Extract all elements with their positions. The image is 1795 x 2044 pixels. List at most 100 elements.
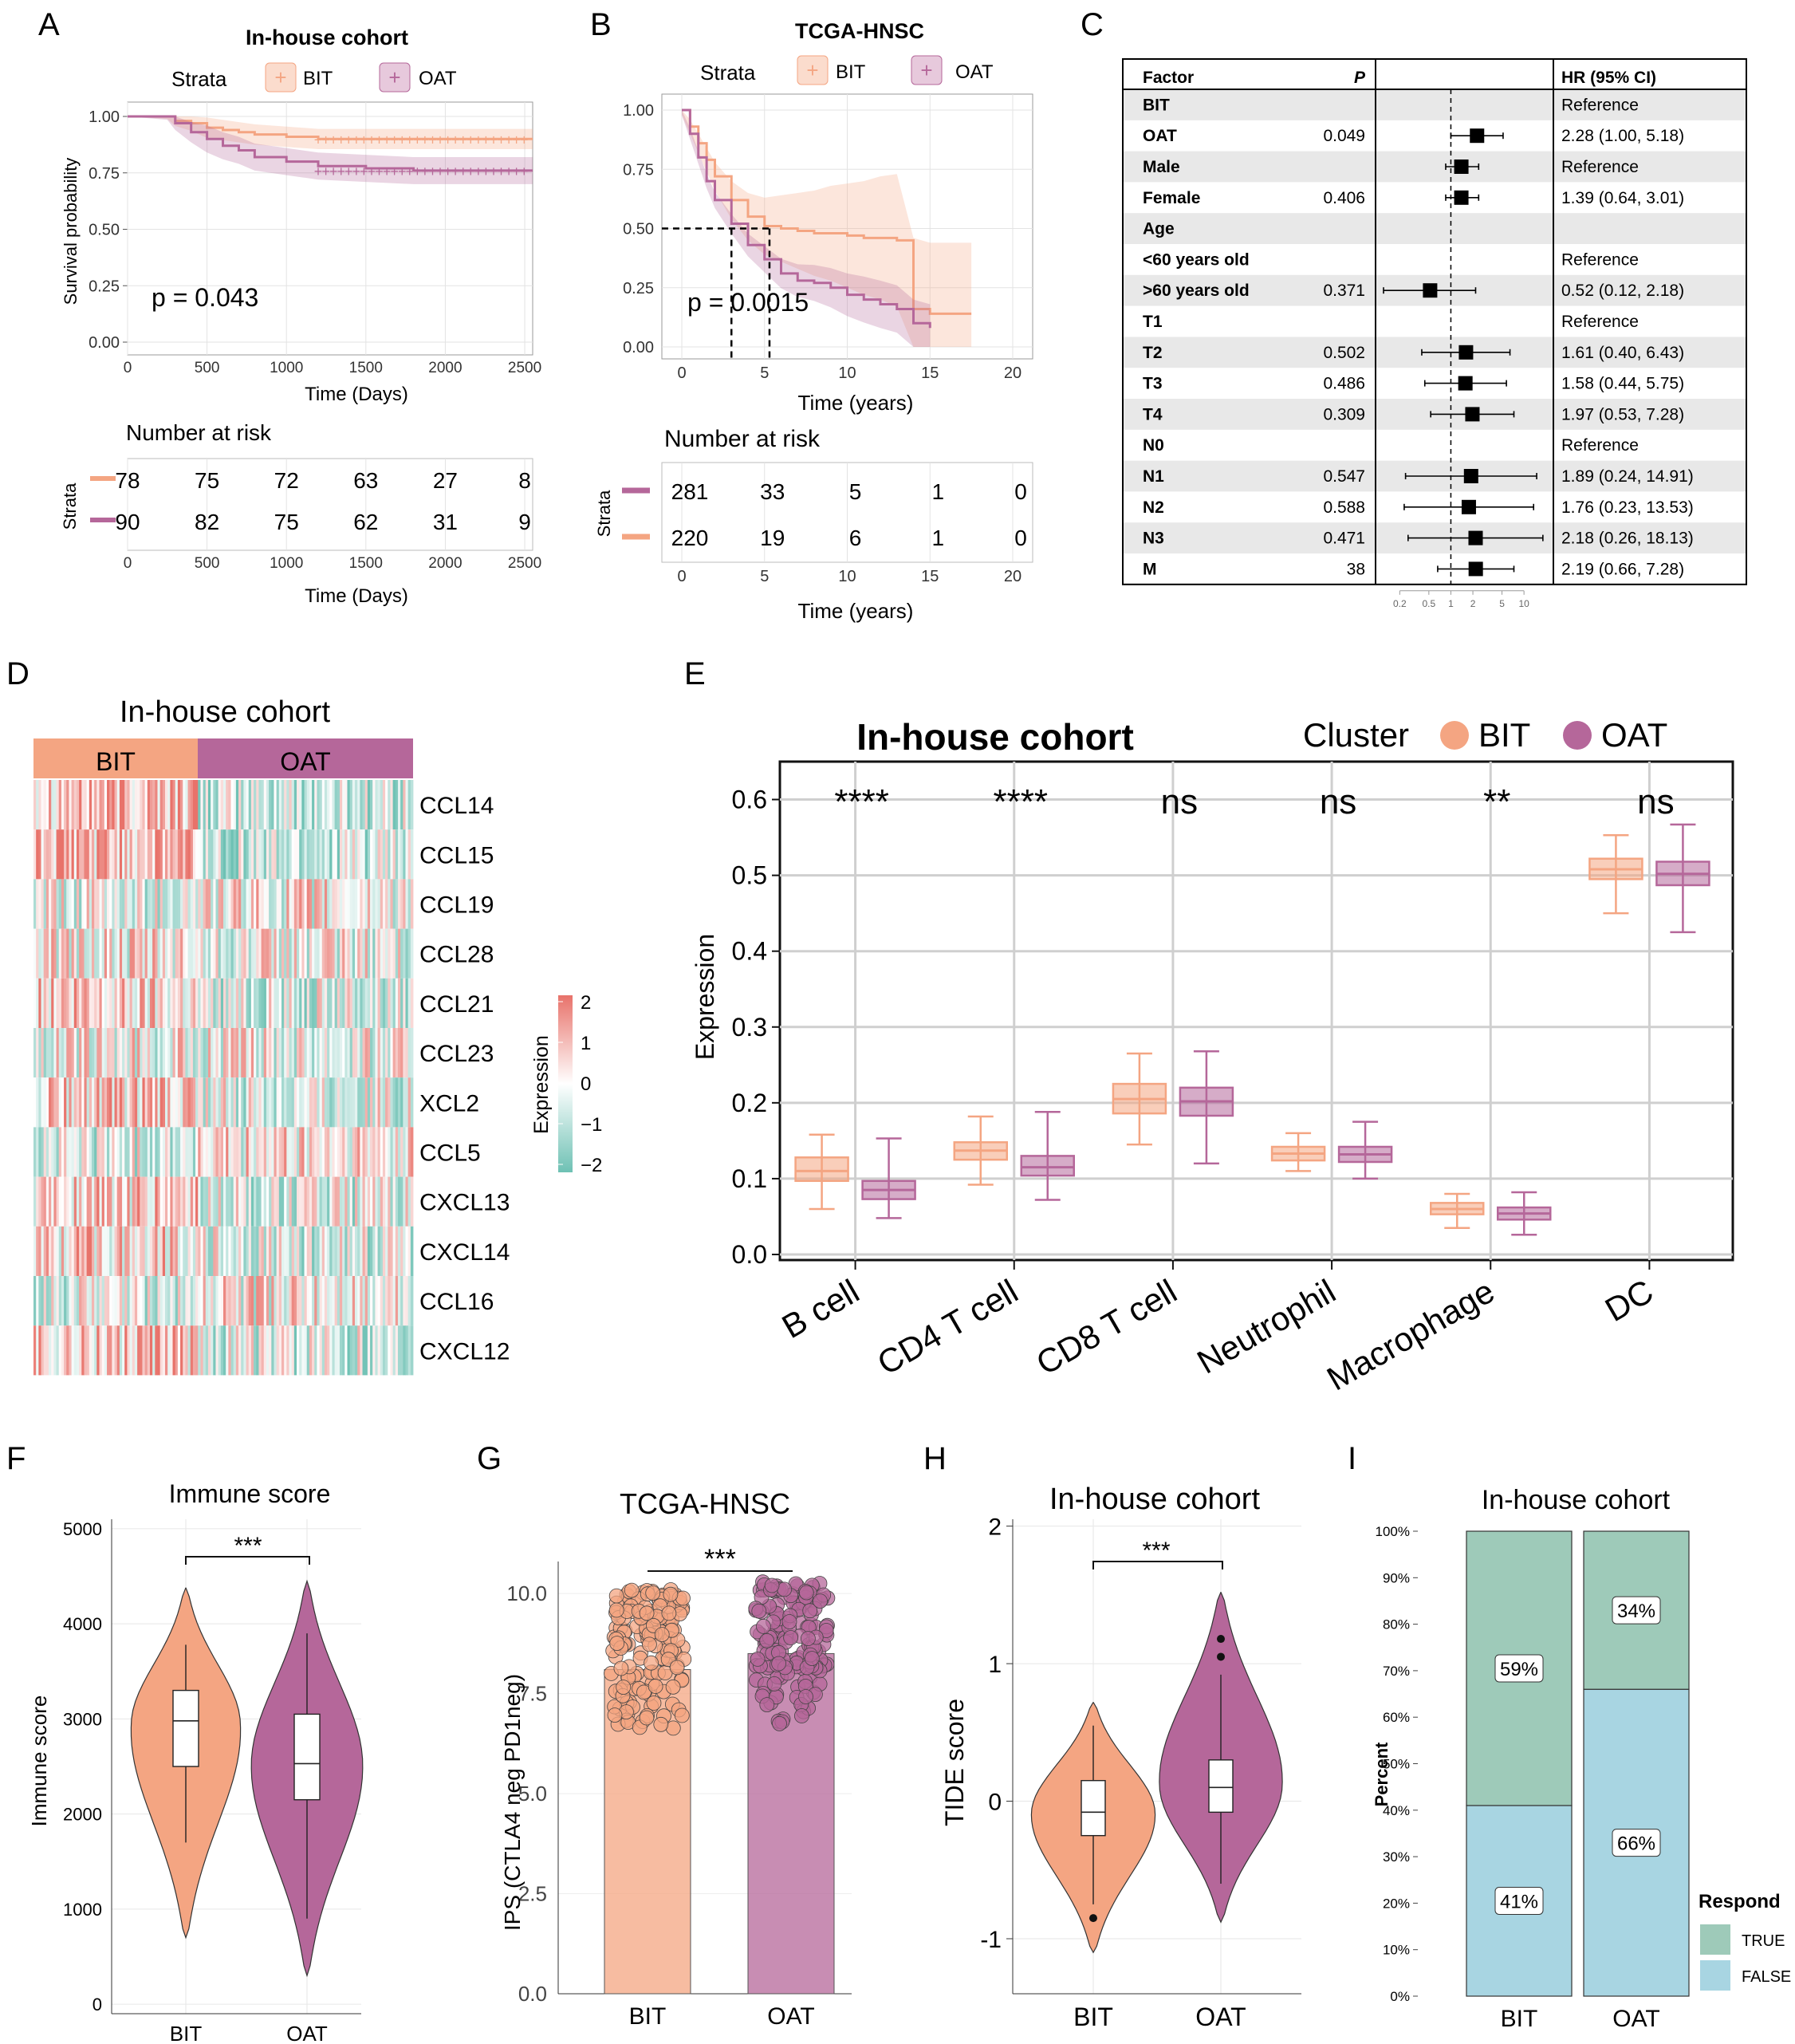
panel-d-heatmap-cell (124, 1028, 128, 1078)
panel-d-heatmap-cell (269, 978, 272, 1028)
panel-d-heatmap-cell (238, 1325, 242, 1376)
panel-a-risk-value: 82 (195, 510, 219, 534)
panel-e-xtick-label: B cell (776, 1272, 865, 1345)
panel-d-heatmap-cell (109, 1325, 112, 1376)
panel-d-heatmap-cell (301, 928, 305, 979)
panel-c-header-p: P (1354, 69, 1366, 87)
panel-d-heatmap-cell (157, 1077, 161, 1128)
panel-d-heatmap-cell (129, 1325, 133, 1376)
panel-d-heatmap-cell (250, 1226, 254, 1276)
panel-d-heatmap-cell (407, 829, 411, 880)
panel-d-heatmap-cell (256, 829, 259, 880)
panel-d-heatmap-cell (261, 1176, 265, 1227)
panel-d-heatmap-cell (122, 829, 125, 880)
panel-d-heatmap-cell (129, 780, 133, 830)
panel-d-heatmap-cell (96, 1127, 100, 1177)
panel-d-heatmap-cell (405, 1077, 409, 1128)
panel-d-row-label: CCL16 (419, 1289, 494, 1315)
panel-d-heatmap-cell (312, 928, 315, 979)
panel-d-heatmap-cell (127, 1276, 130, 1326)
panel-d-heatmap-cell (142, 879, 146, 929)
panel-d-heatmap-cell (390, 780, 394, 830)
panel-d-heatmap-cell (66, 1127, 69, 1177)
panel-d-heatmap-cell (324, 780, 328, 830)
panel-d-heatmap-cell (69, 978, 72, 1028)
panel-d-heatmap-cell (53, 1127, 57, 1177)
panel-i-ytick-label: 90% (1383, 1570, 1410, 1585)
panel-c-factor-label: >60 years old (1143, 282, 1250, 300)
panel-d-heatmap-cell (91, 780, 95, 830)
panel-a-legend-key-oat (379, 62, 411, 93)
panel-d: In-house cohort BIT OAT CCL14CCL15CCL19C… (33, 695, 602, 1376)
panel-b-xtick-label: 10 (838, 364, 856, 382)
panel-d-heatmap-cell (207, 1176, 211, 1227)
panel-d-heatmap-cell (162, 928, 166, 979)
panel-d-heatmap-cell (49, 1077, 52, 1128)
panel-d-heatmap-cell (334, 829, 338, 880)
panel-d-heatmap-cell (183, 879, 186, 929)
panel-d-heatmap-cell (58, 928, 62, 979)
panel-d-heatmap-cell (390, 1028, 394, 1078)
panel-d-heatmap-cell (246, 978, 250, 1028)
panel-a-ci-band-bit (128, 116, 533, 150)
panel-d-heatmap-cell (64, 829, 67, 880)
panel-d-heatmap-cell (380, 1028, 384, 1078)
panel-d-heatmap-cell (243, 1226, 246, 1276)
panel-d-heatmap-cell (314, 1276, 317, 1326)
panel-letter-c: C (1081, 7, 1104, 42)
panel-d-heatmap-row-ccl14 (33, 780, 414, 830)
panel-a-censor-mark: + (375, 132, 384, 148)
panel-g-ytick-label: 7.5 (518, 1682, 547, 1706)
panel-d-heatmap-cell (271, 1127, 274, 1177)
panel-f-significance: *** (234, 1533, 262, 1559)
panel-d-heatmap-cell (211, 1077, 214, 1128)
panel-d-heatmap-cell (403, 928, 406, 979)
panel-g-point (609, 1636, 625, 1652)
panel-d-heatmap-cell (84, 780, 88, 830)
panel-e: In-house cohort Cluster BIT OAT 0.00.10.… (691, 716, 1734, 1398)
panel-d-heatmap-cell (233, 1325, 237, 1376)
panel-d-heatmap-cell (230, 1028, 234, 1078)
panel-c-header-hr: HR (95% CI) (1561, 69, 1656, 87)
panel-d-heatmap-cell (238, 1276, 242, 1326)
panel-b-xtick-label: 5 (760, 364, 769, 382)
panel-d-heatmap-cell (327, 1176, 330, 1227)
panel-d-heatmap-cell (96, 1077, 100, 1128)
panel-d-heatmap-cell (228, 1077, 231, 1128)
panel-d-heatmap-cell (367, 780, 371, 830)
panel-d-heatmap-cell (101, 1176, 105, 1227)
panel-d-heatmap-cell (364, 1325, 368, 1376)
panel-c-xtick-label: 0.2 (1393, 598, 1407, 609)
panel-d-heatmap-cell (86, 1176, 90, 1227)
panel-h-box (1208, 1759, 1234, 1814)
panel-d-heatmap-cell (248, 978, 252, 1028)
panel-d-heatmap-cell (207, 1028, 211, 1078)
panel-a-risk-value: 75 (195, 468, 219, 493)
panel-d-heatmap-cell (195, 1127, 199, 1177)
panel-d-heatmap-cell (81, 1077, 85, 1128)
panel-d-heatmap-cell (215, 879, 219, 929)
panel-d-heatmap-cell (390, 928, 394, 979)
panel-d-heatmap-cell (170, 1325, 173, 1376)
panel-e-box-bit (794, 1156, 849, 1183)
panel-d-heatmap-cell (79, 1127, 82, 1177)
panel-h-ytick-label: 1 (988, 1652, 1002, 1678)
panel-d-heatmap-cell (183, 1176, 186, 1227)
panel-a-legend-key-bit (265, 62, 297, 93)
panel-d-heatmap-cell (41, 1325, 45, 1376)
panel-d-heatmap-cell (112, 1276, 115, 1326)
panel-d-heatmap-cell (180, 780, 183, 830)
panel-d-heatmap-cell (112, 1028, 115, 1078)
panel-d-heatmap-cell (377, 978, 381, 1028)
panel-d-heatmap-cell (281, 1226, 285, 1276)
panel-d-heatmap-cell (332, 1077, 336, 1128)
panel-d-heatmap-cell (198, 829, 201, 880)
panel-d-heatmap-cell (254, 1028, 257, 1078)
panel-d-heatmap-cell (66, 928, 69, 979)
panel-i-ytick-label: 80% (1383, 1617, 1410, 1632)
panel-d-heatmap-cell (33, 928, 37, 979)
panel-d-heatmap-cell (360, 1226, 363, 1276)
panel-d-heatmap-cell (129, 978, 133, 1028)
panel-d-heatmap-cell (400, 829, 403, 880)
panel-d-heatmap-cell (157, 1226, 161, 1276)
